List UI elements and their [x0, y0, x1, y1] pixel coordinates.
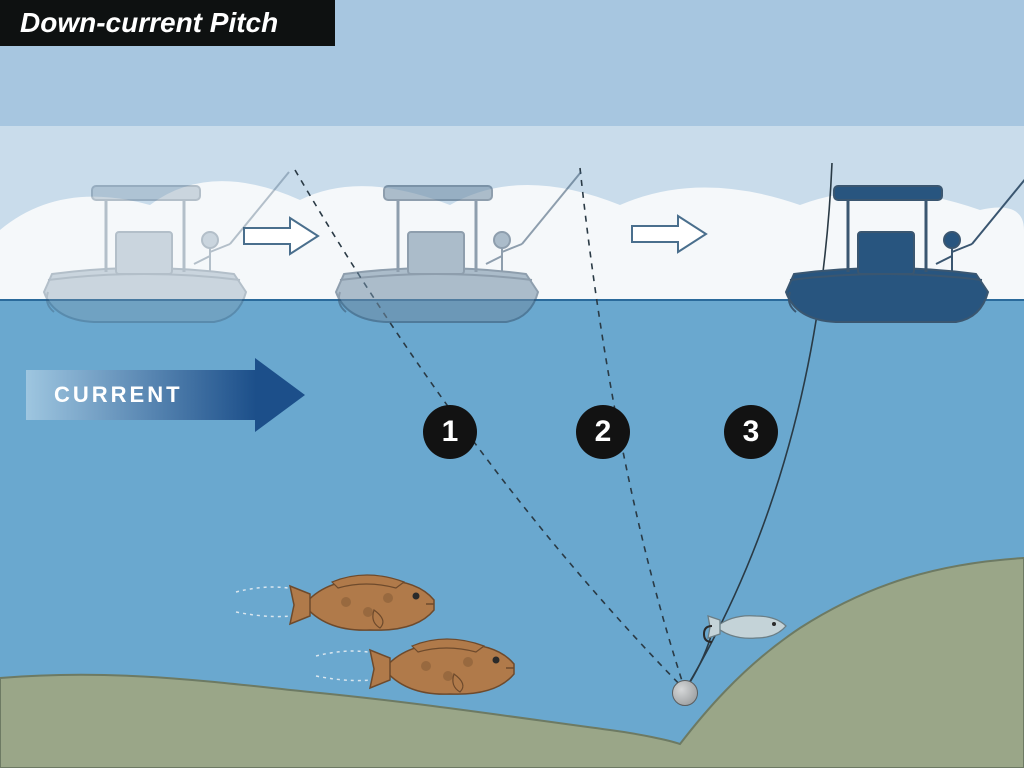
boat-position-1 — [34, 152, 252, 326]
bait-fish — [710, 612, 788, 642]
step-badge-2: 2 — [576, 405, 630, 459]
title-text: Down-current Pitch — [20, 7, 278, 39]
boat-position-3 — [776, 152, 994, 326]
grouper-1 — [296, 572, 442, 638]
sinker-weight — [672, 680, 698, 706]
grouper-2 — [376, 636, 522, 702]
step-badge-3: 3 — [724, 405, 778, 459]
step-badge-1: 1 — [423, 405, 477, 459]
step-label: 2 — [595, 415, 612, 449]
diagram-canvas: CURRENT — [0, 0, 1024, 768]
diagram-title: Down-current Pitch — [0, 0, 335, 46]
boat-position-2 — [326, 152, 544, 326]
step-label: 1 — [442, 415, 459, 449]
step-label: 3 — [743, 415, 760, 449]
